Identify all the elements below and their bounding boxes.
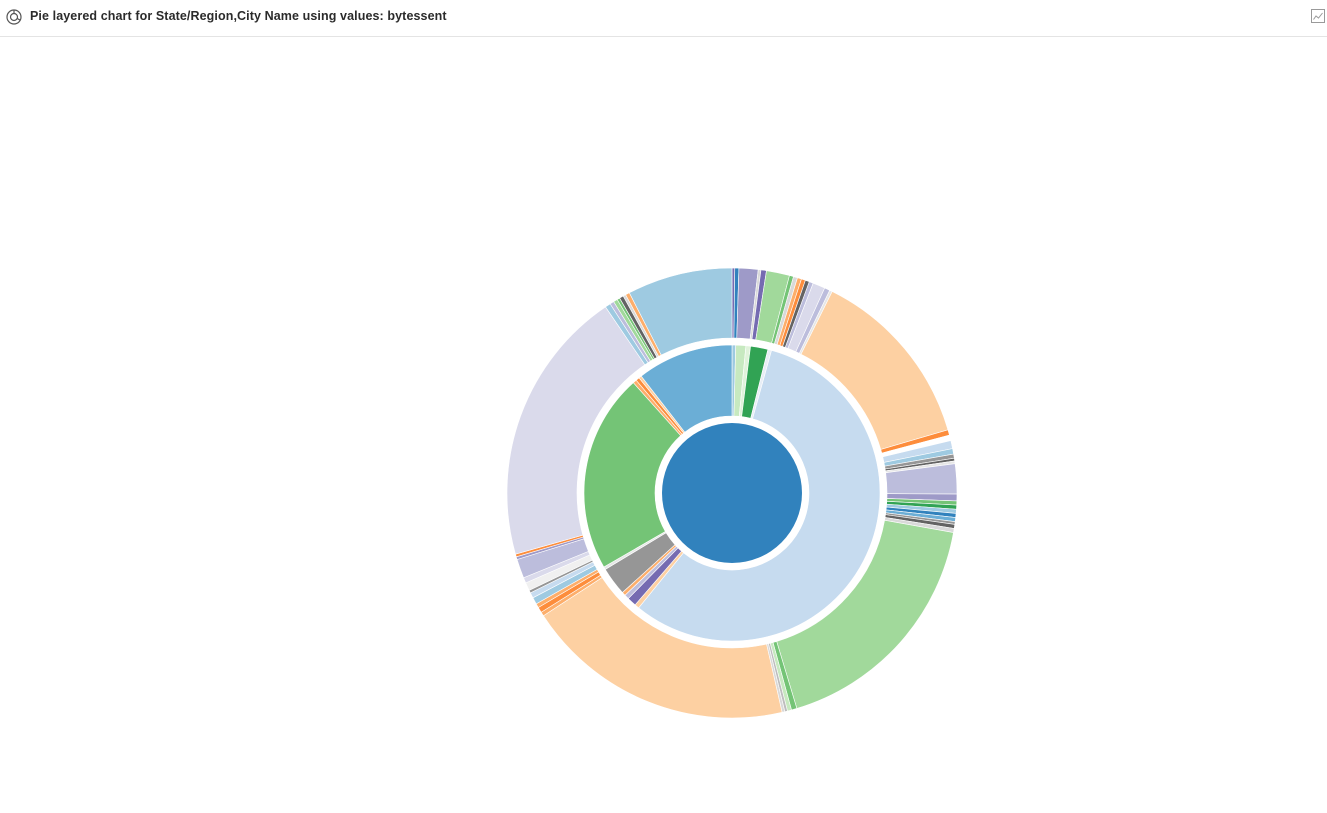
chart-header: Pie layered chart for State/Region,City …: [0, 0, 1327, 37]
pie-chart-icon: [6, 9, 22, 25]
ring-root: [662, 423, 802, 563]
pie-slice[interactable]: [662, 423, 802, 563]
ring-state-region: [583, 344, 881, 642]
layered-pie-chart: [506, 267, 958, 719]
pie-slice[interactable]: [583, 382, 682, 568]
chart-area: [0, 38, 1327, 813]
pie-slice[interactable]: [640, 344, 733, 433]
pie-slice[interactable]: [638, 350, 881, 642]
chart-title: Pie layered chart for State/Region,City …: [30, 9, 447, 23]
pie-slice[interactable]: [628, 267, 733, 356]
chart-options-icon[interactable]: [1311, 9, 1325, 23]
ring-city-name: [506, 267, 958, 719]
